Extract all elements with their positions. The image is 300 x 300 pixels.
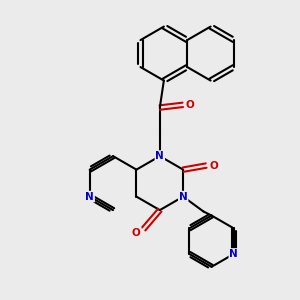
Text: O: O	[132, 228, 141, 238]
Text: N: N	[179, 192, 188, 202]
Text: N: N	[155, 151, 164, 161]
Text: N: N	[230, 249, 238, 259]
Text: N: N	[85, 192, 94, 202]
Text: O: O	[186, 100, 194, 110]
Text: O: O	[209, 160, 218, 171]
